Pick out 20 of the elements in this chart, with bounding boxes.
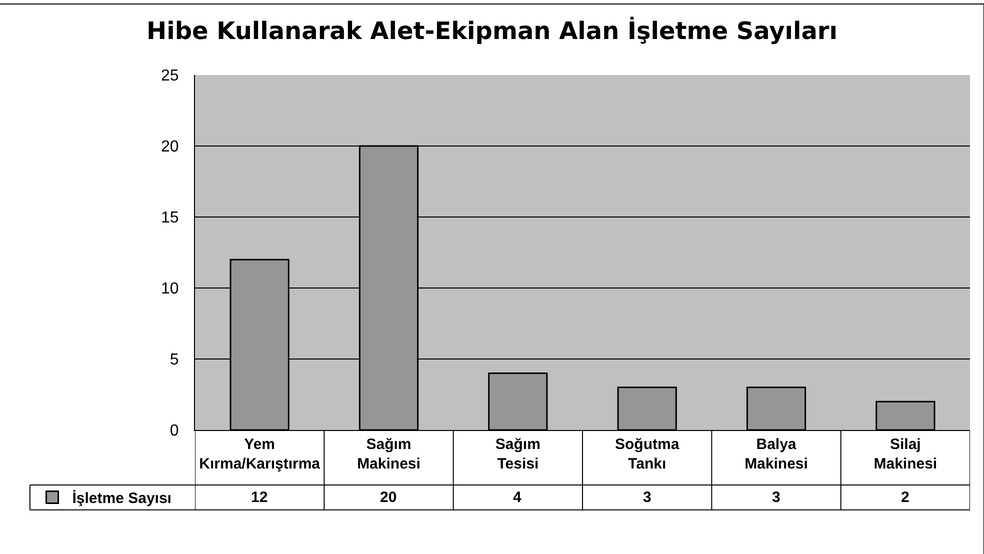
chart-title: Hibe Kullanarak Alet-Ekipman Alan İşletme Sayıları	[146, 16, 838, 45]
x-tick-label: Sağım Makinesi	[357, 436, 420, 472]
x-tick-label: Silaj Makinesi	[874, 436, 938, 472]
data-label: 3	[772, 489, 780, 506]
y-tick-label: 25	[161, 68, 179, 85]
y-tick-label: 10	[161, 280, 179, 298]
data-label: 2	[901, 489, 910, 506]
x-tick-label: Soğutma Tankı	[614, 436, 680, 472]
y-tick-label: 5	[170, 352, 179, 369]
x-tick-label: Yem Kırma/Karıştırma	[199, 436, 321, 472]
y-tick-label: 0	[170, 422, 179, 440]
data-label: 12	[251, 489, 268, 506]
legend-label: İşletme Sayısı	[72, 490, 172, 508]
y-tick-label: 15	[161, 210, 179, 227]
data-label: 3	[643, 489, 652, 506]
x-tick-label: Balya Makinesi	[744, 436, 808, 472]
x-tick-label: Sağım Tesisi	[495, 436, 540, 472]
data-label: 20	[380, 489, 397, 506]
data-label: 4	[513, 489, 522, 506]
y-tick-label: 20	[161, 138, 179, 156]
